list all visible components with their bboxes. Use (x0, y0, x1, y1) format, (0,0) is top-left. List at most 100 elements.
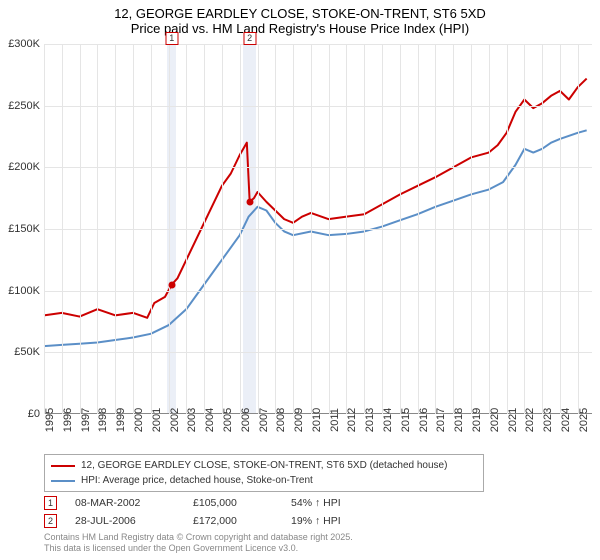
sale-row: 108-MAR-2002£105,00054% ↑ HPI (44, 494, 371, 512)
gridline-v (578, 44, 579, 414)
sale-marker-dot (246, 198, 253, 205)
gridline-v (133, 44, 134, 414)
x-tick-label: 1995 (44, 408, 56, 432)
legend-swatch (51, 480, 75, 482)
x-tick-label: 2012 (346, 408, 358, 432)
x-tick-label: 1998 (97, 408, 109, 432)
x-tick-label: 2018 (453, 408, 465, 432)
footer-line-1: Contains HM Land Registry data © Crown c… (44, 532, 353, 543)
x-tick-label: 2010 (311, 408, 323, 432)
sale-index-box: 1 (44, 496, 57, 510)
y-tick-label: £50K (14, 346, 40, 358)
legend-box: 12, GEORGE EARDLEY CLOSE, STOKE-ON-TRENT… (44, 454, 484, 492)
title-line-1: 12, GEORGE EARDLEY CLOSE, STOKE-ON-TRENT… (0, 6, 600, 21)
gridline-v (382, 44, 383, 414)
x-tick-label: 2003 (186, 408, 198, 432)
sale-date: 28-JUL-2006 (75, 515, 175, 527)
legend-row: HPI: Average price, detached house, Stok… (51, 473, 477, 488)
price-chart: £0£50K£100K£150K£200K£250K£300K199519961… (44, 44, 592, 414)
y-tick-label: £250K (8, 100, 40, 112)
gridline-v (186, 44, 187, 414)
gridline-h (44, 44, 592, 45)
y-tick-label: £200K (8, 161, 40, 173)
y-tick-label: £0 (28, 408, 40, 420)
gridline-v (115, 44, 116, 414)
gridline-v (44, 44, 45, 414)
gridline-v (418, 44, 419, 414)
gridline-v (151, 44, 152, 414)
x-tick-label: 1999 (115, 408, 127, 432)
sale-price: £172,000 (193, 515, 273, 527)
gridline-v (240, 44, 241, 414)
x-tick-label: 2019 (471, 408, 483, 432)
y-tick-label: £150K (8, 223, 40, 235)
gridline-v (507, 44, 508, 414)
sale-index-box: 2 (44, 514, 57, 528)
x-tick-label: 2004 (204, 408, 216, 432)
gridline-v (542, 44, 543, 414)
x-tick-label: 2025 (578, 408, 590, 432)
gridline-v (62, 44, 63, 414)
x-tick-label: 2006 (240, 408, 252, 432)
x-tick-label: 2008 (275, 408, 287, 432)
x-tick-label: 2017 (435, 408, 447, 432)
gridline-v (80, 44, 81, 414)
x-tick-label: 2011 (329, 408, 341, 432)
gridline-v (311, 44, 312, 414)
gridline-h (44, 352, 592, 353)
sale-marker-dot (168, 281, 175, 288)
sales-table: 108-MAR-2002£105,00054% ↑ HPI228-JUL-200… (44, 494, 371, 530)
x-tick-label: 2023 (542, 408, 554, 432)
x-tick-label: 2016 (418, 408, 430, 432)
sale-marker-box: 1 (165, 32, 178, 45)
x-tick-label: 2013 (364, 408, 376, 432)
x-tick-label: 2001 (151, 408, 163, 432)
gridline-v (169, 44, 170, 414)
sale-row: 2 28-JUL-2006 £172,000 19% ↑ HPI (44, 512, 371, 530)
gridline-h (44, 291, 592, 292)
x-tick-label: 2000 (133, 408, 145, 432)
gridline-h (44, 106, 592, 107)
gridline-v (471, 44, 472, 414)
gridline-v (364, 44, 365, 414)
sale-date: 08-MAR-2002 (75, 497, 175, 509)
gridline-v (453, 44, 454, 414)
gridline-v (222, 44, 223, 414)
legend-swatch (51, 465, 75, 467)
gridline-v (400, 44, 401, 414)
x-tick-label: 2024 (560, 408, 572, 432)
x-tick-label: 2002 (169, 408, 181, 432)
footer-attribution: Contains HM Land Registry data © Crown c… (44, 532, 353, 554)
gridline-v (346, 44, 347, 414)
y-tick-label: £300K (8, 38, 40, 50)
gridline-v (560, 44, 561, 414)
x-tick-label: 1997 (80, 408, 92, 432)
title-line-2: Price paid vs. HM Land Registry's House … (0, 21, 600, 36)
x-tick-label: 2021 (507, 408, 519, 432)
gridline-v (97, 44, 98, 414)
x-tick-label: 2015 (400, 408, 412, 432)
gridline-v (524, 44, 525, 414)
gridline-v (204, 44, 205, 414)
x-tick-label: 2014 (382, 408, 394, 432)
sale-price: £105,000 (193, 497, 273, 509)
gridline-h (44, 167, 592, 168)
gridline-v (275, 44, 276, 414)
legend-label: HPI: Average price, detached house, Stok… (81, 473, 313, 488)
gridline-h (44, 229, 592, 230)
legend-label: 12, GEORGE EARDLEY CLOSE, STOKE-ON-TRENT… (81, 458, 447, 473)
x-tick-label: 2007 (258, 408, 270, 432)
x-tick-label: 2020 (489, 408, 501, 432)
gridline-v (293, 44, 294, 414)
x-tick-label: 2009 (293, 408, 305, 432)
sale-marker-box: 2 (243, 32, 256, 45)
legend-row: 12, GEORGE EARDLEY CLOSE, STOKE-ON-TRENT… (51, 458, 477, 473)
sale-hpi-delta: 19% ↑ HPI (291, 515, 371, 527)
footer-line-2: This data is licensed under the Open Gov… (44, 543, 353, 554)
x-tick-label: 2022 (524, 408, 536, 432)
gridline-v (258, 44, 259, 414)
y-tick-label: £100K (8, 285, 40, 297)
gridline-v (489, 44, 490, 414)
gridline-v (435, 44, 436, 414)
x-tick-label: 1996 (62, 408, 74, 432)
